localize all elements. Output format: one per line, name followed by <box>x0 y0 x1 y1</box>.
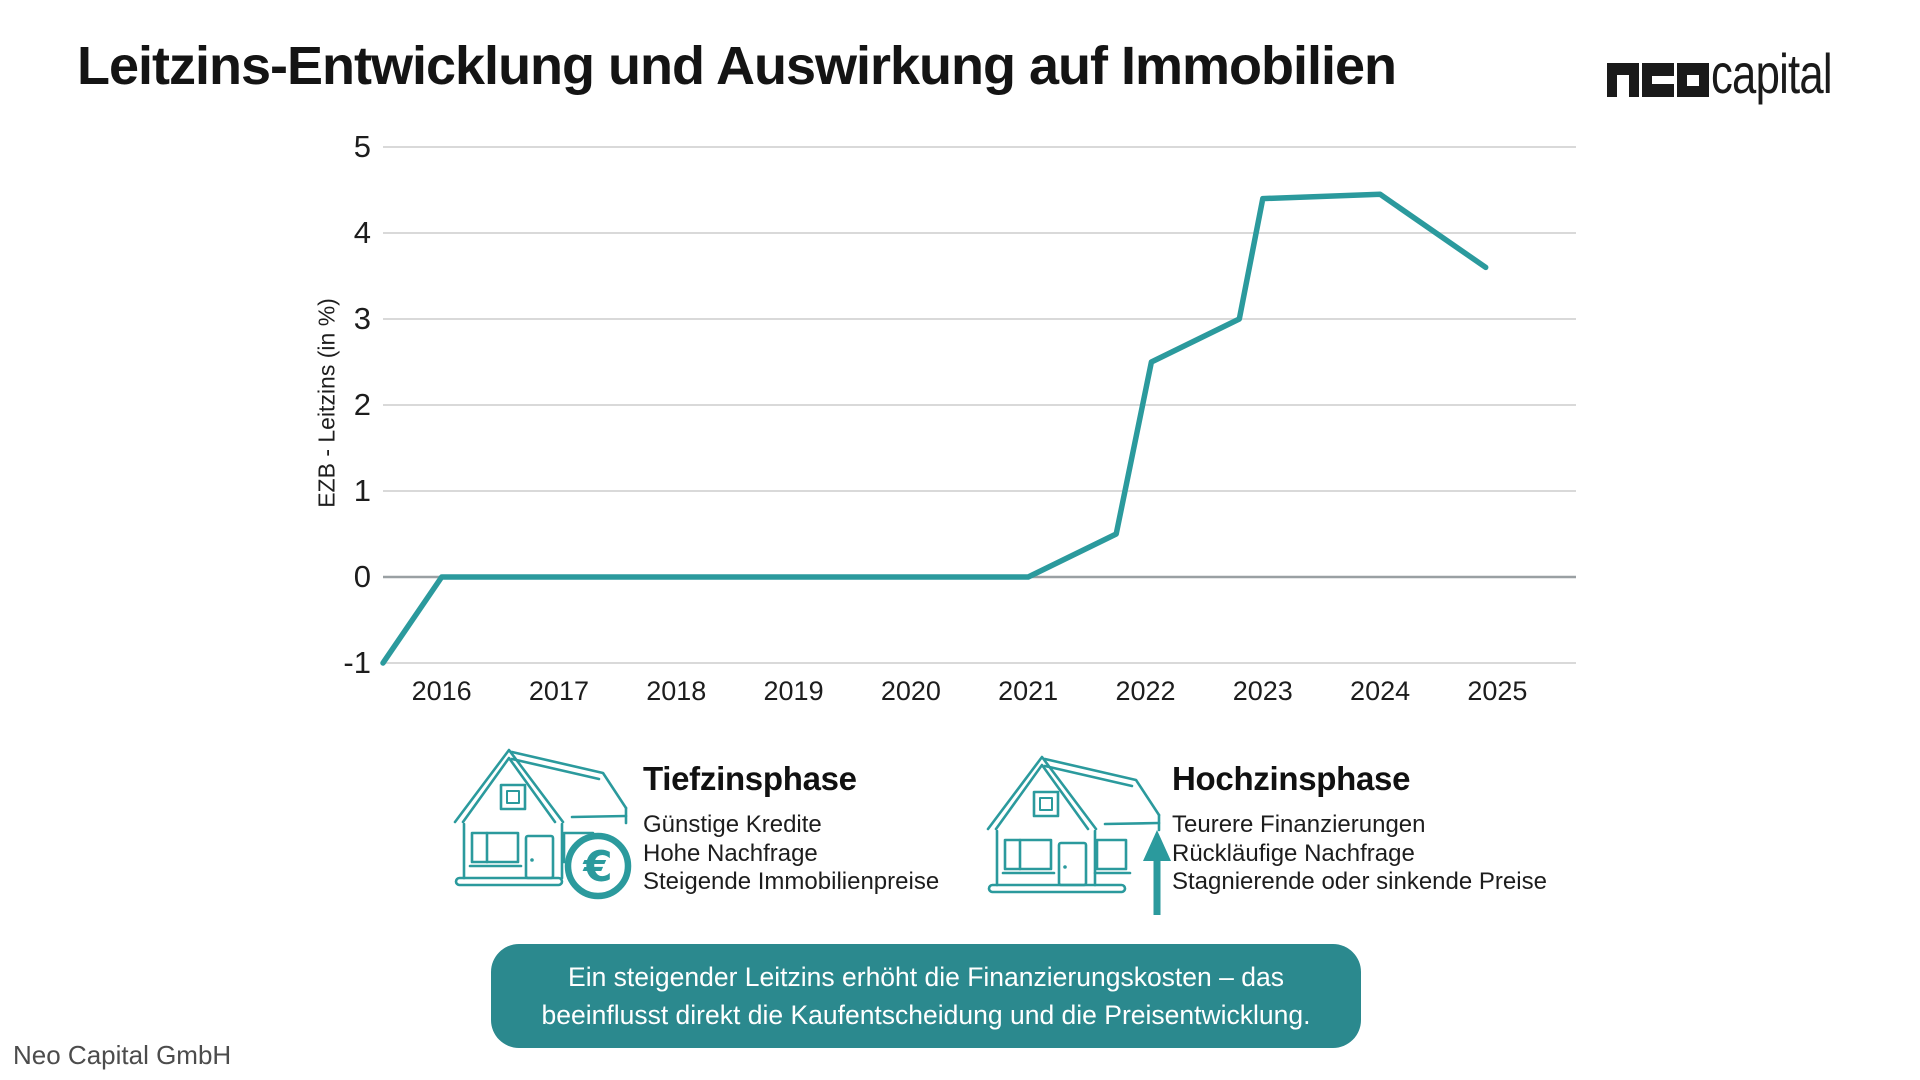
y-tick-label: 0 <box>353 559 371 594</box>
svg-text:€: € <box>582 842 612 891</box>
x-tick-label: 2025 <box>1467 676 1528 706</box>
x-tick-label: 2022 <box>1115 676 1176 706</box>
x-tick-label: 2018 <box>646 676 707 706</box>
footer-company-name: Neo Capital GmbH <box>13 1040 232 1070</box>
x-tick-label: 2021 <box>998 676 1059 706</box>
page-title: Leitzins-Entwicklung und Auswirkung auf … <box>77 36 1397 96</box>
x-tick-label: 2020 <box>880 676 941 706</box>
y-tick-label: 3 <box>353 301 371 336</box>
y-tick-label: 4 <box>353 215 371 250</box>
euro-coin-icon: € <box>564 832 632 900</box>
door-knob <box>1063 865 1067 869</box>
low-phase-item: Günstige Kredite <box>643 811 822 838</box>
door-knob <box>530 858 534 862</box>
y-tick-label: 1 <box>353 473 371 508</box>
high-phase-item: Rückläufige Nachfrage <box>1172 839 1415 867</box>
low-phase-items: Günstige Kredite Hohe Nachfrage Steigend… <box>643 811 1123 897</box>
up-arrow-icon <box>1143 830 1171 915</box>
high-phase-heading: Hochzinsphase <box>1172 760 1411 797</box>
low-phase-item: Steigende Immobilienpreise <box>643 868 940 895</box>
x-tick-label: 2016 <box>411 676 472 706</box>
high-phase-item: Teurere Finanzierungen <box>1172 811 1426 838</box>
x-tick-label: 2019 <box>763 676 824 706</box>
callout-line: beeinflusst direkt die Kaufentscheidung … <box>541 1000 1311 1030</box>
high-phase-section: Hochzinsphase Teurere Finanzierungen Rüc… <box>1172 760 1652 897</box>
y-tick-label: 2 <box>353 387 371 422</box>
low-phase-heading: Tiefzinsphase <box>643 760 857 797</box>
house-icon <box>986 755 1161 894</box>
high-phase-items: Teurere Finanzierungen Rückläufige Nachf… <box>1172 811 1652 897</box>
low-phase-section: Tiefzinsphase Günstige Kredite Hohe Nach… <box>643 760 1123 897</box>
neo-logo-mark-icon <box>1607 63 1709 97</box>
house-euro-icon: € <box>453 748 632 900</box>
x-tick-label: 2024 <box>1350 676 1411 706</box>
y-tick-label: -1 <box>343 645 371 680</box>
x-tick-label: 2023 <box>1232 676 1293 706</box>
brand-logo-text: capital <box>1711 42 1833 105</box>
y-axis-tick-labels: 5 4 3 2 1 0 -1 <box>311 0 371 1080</box>
y-tick-label: 5 <box>353 129 371 164</box>
callout-line: Ein steigender Leitzins erhöht die Finan… <box>568 962 1284 992</box>
low-phase-item: Hohe Nachfrage <box>643 839 818 867</box>
callout-box: Ein steigender Leitzins erhöht die Finan… <box>491 944 1361 1048</box>
x-tick-label: 2017 <box>528 676 589 706</box>
high-phase-item: Stagnierende oder sinkende Preise <box>1172 868 1547 895</box>
leitzins-line <box>380 191 1489 666</box>
